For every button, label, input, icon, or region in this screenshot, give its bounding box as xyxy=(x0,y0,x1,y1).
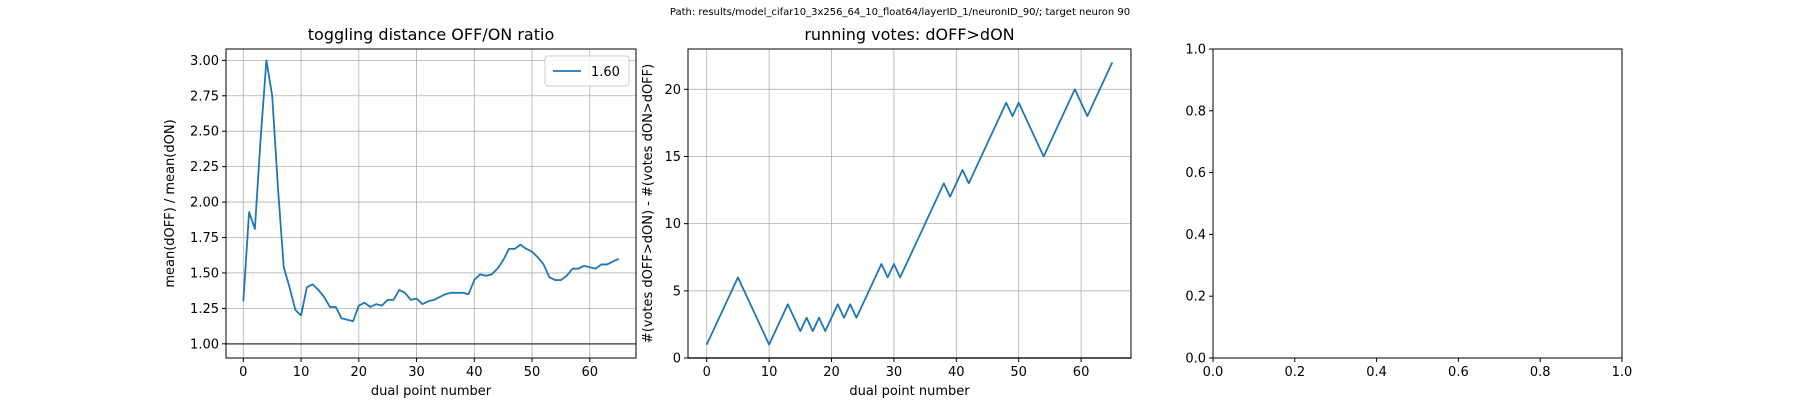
y-tick-label: 0.8 xyxy=(1185,104,1206,119)
x-tick-label: 60 xyxy=(582,365,599,380)
y-tick-label: 3.00 xyxy=(190,54,219,69)
figure-suptitle: Path: results/model_cifar10_3x256_64_10_… xyxy=(669,7,1131,18)
y-tick-label: 0.2 xyxy=(1185,290,1206,305)
x-tick-label: 0.8 xyxy=(1530,365,1551,380)
x-axis-label: dual point number xyxy=(371,384,492,399)
axes-frame xyxy=(687,48,1132,359)
y-tick-label: 0.0 xyxy=(1185,352,1206,367)
x-tick-label: 50 xyxy=(1010,365,1027,380)
y-tick-label: 2.50 xyxy=(190,125,219,140)
y-tick-label: 2.00 xyxy=(190,196,219,211)
x-tick-label: 40 xyxy=(948,365,965,380)
legend: 1.60 xyxy=(544,55,630,87)
x-tick-label: 10 xyxy=(293,365,310,380)
x-tick-label: 30 xyxy=(408,365,425,380)
axes-frame xyxy=(1212,48,1623,359)
y-tick-label: 0.4 xyxy=(1185,228,1206,243)
series-line xyxy=(705,62,1114,346)
x-tick-label: 0 xyxy=(239,365,247,380)
y-tick-label: 1.50 xyxy=(190,266,219,281)
y-tick-label: 15 xyxy=(664,150,681,165)
x-tick-label: 1.0 xyxy=(1612,365,1633,380)
y-tick-label: 10 xyxy=(664,217,681,232)
y-tick-label: 1.00 xyxy=(190,337,219,352)
chart-empty: 0.0 0.2 0.4 0.6 0.8 1.0 0.0 0.2 0.4 0.6 0.8 1.0 xyxy=(1185,43,1632,381)
y-tick-label: 1.25 xyxy=(190,302,219,317)
legend-label: 1.60 xyxy=(591,65,620,80)
axes-frame xyxy=(225,48,637,359)
y-axis-label: mean(dOFF) / mean(dON) xyxy=(163,119,178,287)
y-tick-label: 0 xyxy=(673,352,681,367)
x-tick-label: 60 xyxy=(1073,365,1090,380)
x-tick-label: 20 xyxy=(823,365,840,380)
series-line xyxy=(242,59,620,323)
chart-title: toggling distance OFF/ON ratio xyxy=(308,25,554,44)
legend-box xyxy=(544,55,630,87)
x-tick-label: 0 xyxy=(703,365,711,380)
x-tick-label: 50 xyxy=(524,365,541,380)
x-tick-label: 0.4 xyxy=(1366,365,1387,380)
x-axis-label: dual point number xyxy=(849,384,970,399)
y-tick-label: 2.25 xyxy=(190,160,219,175)
y-tick-label: 2.75 xyxy=(190,89,219,104)
x-tick-label: 10 xyxy=(761,365,778,380)
x-tick-label: 20 xyxy=(351,365,368,380)
y-axis-label: #(votes dOFF>dON) - #(votes dON>dOFF) xyxy=(641,64,656,343)
x-tick-label: 30 xyxy=(886,365,903,380)
y-tick-label: 20 xyxy=(664,83,681,98)
x-tick-label: 0.2 xyxy=(1284,365,1305,380)
chart-running-votes: 0 10 20 30 40 50 60 0 5 10 15 20 running votes: dOFF… xyxy=(641,25,1132,399)
x-tick-label: 0.0 xyxy=(1203,365,1224,380)
y-tick-label: 5 xyxy=(673,284,681,299)
x-tick-label: 0.6 xyxy=(1448,365,1469,380)
y-tick-label: 1.75 xyxy=(190,231,219,246)
y-tick-label: 1.0 xyxy=(1185,43,1206,58)
y-tick-label: 0.6 xyxy=(1185,166,1206,181)
chart-title: running votes: dOFF>dON xyxy=(804,25,1014,44)
chart-ratio: 0 10 20 30 40 50 60 1.00 1.25 1.50 1.75 2.00 2.25 2.5… xyxy=(163,25,637,399)
x-tick-label: 40 xyxy=(466,365,483,380)
